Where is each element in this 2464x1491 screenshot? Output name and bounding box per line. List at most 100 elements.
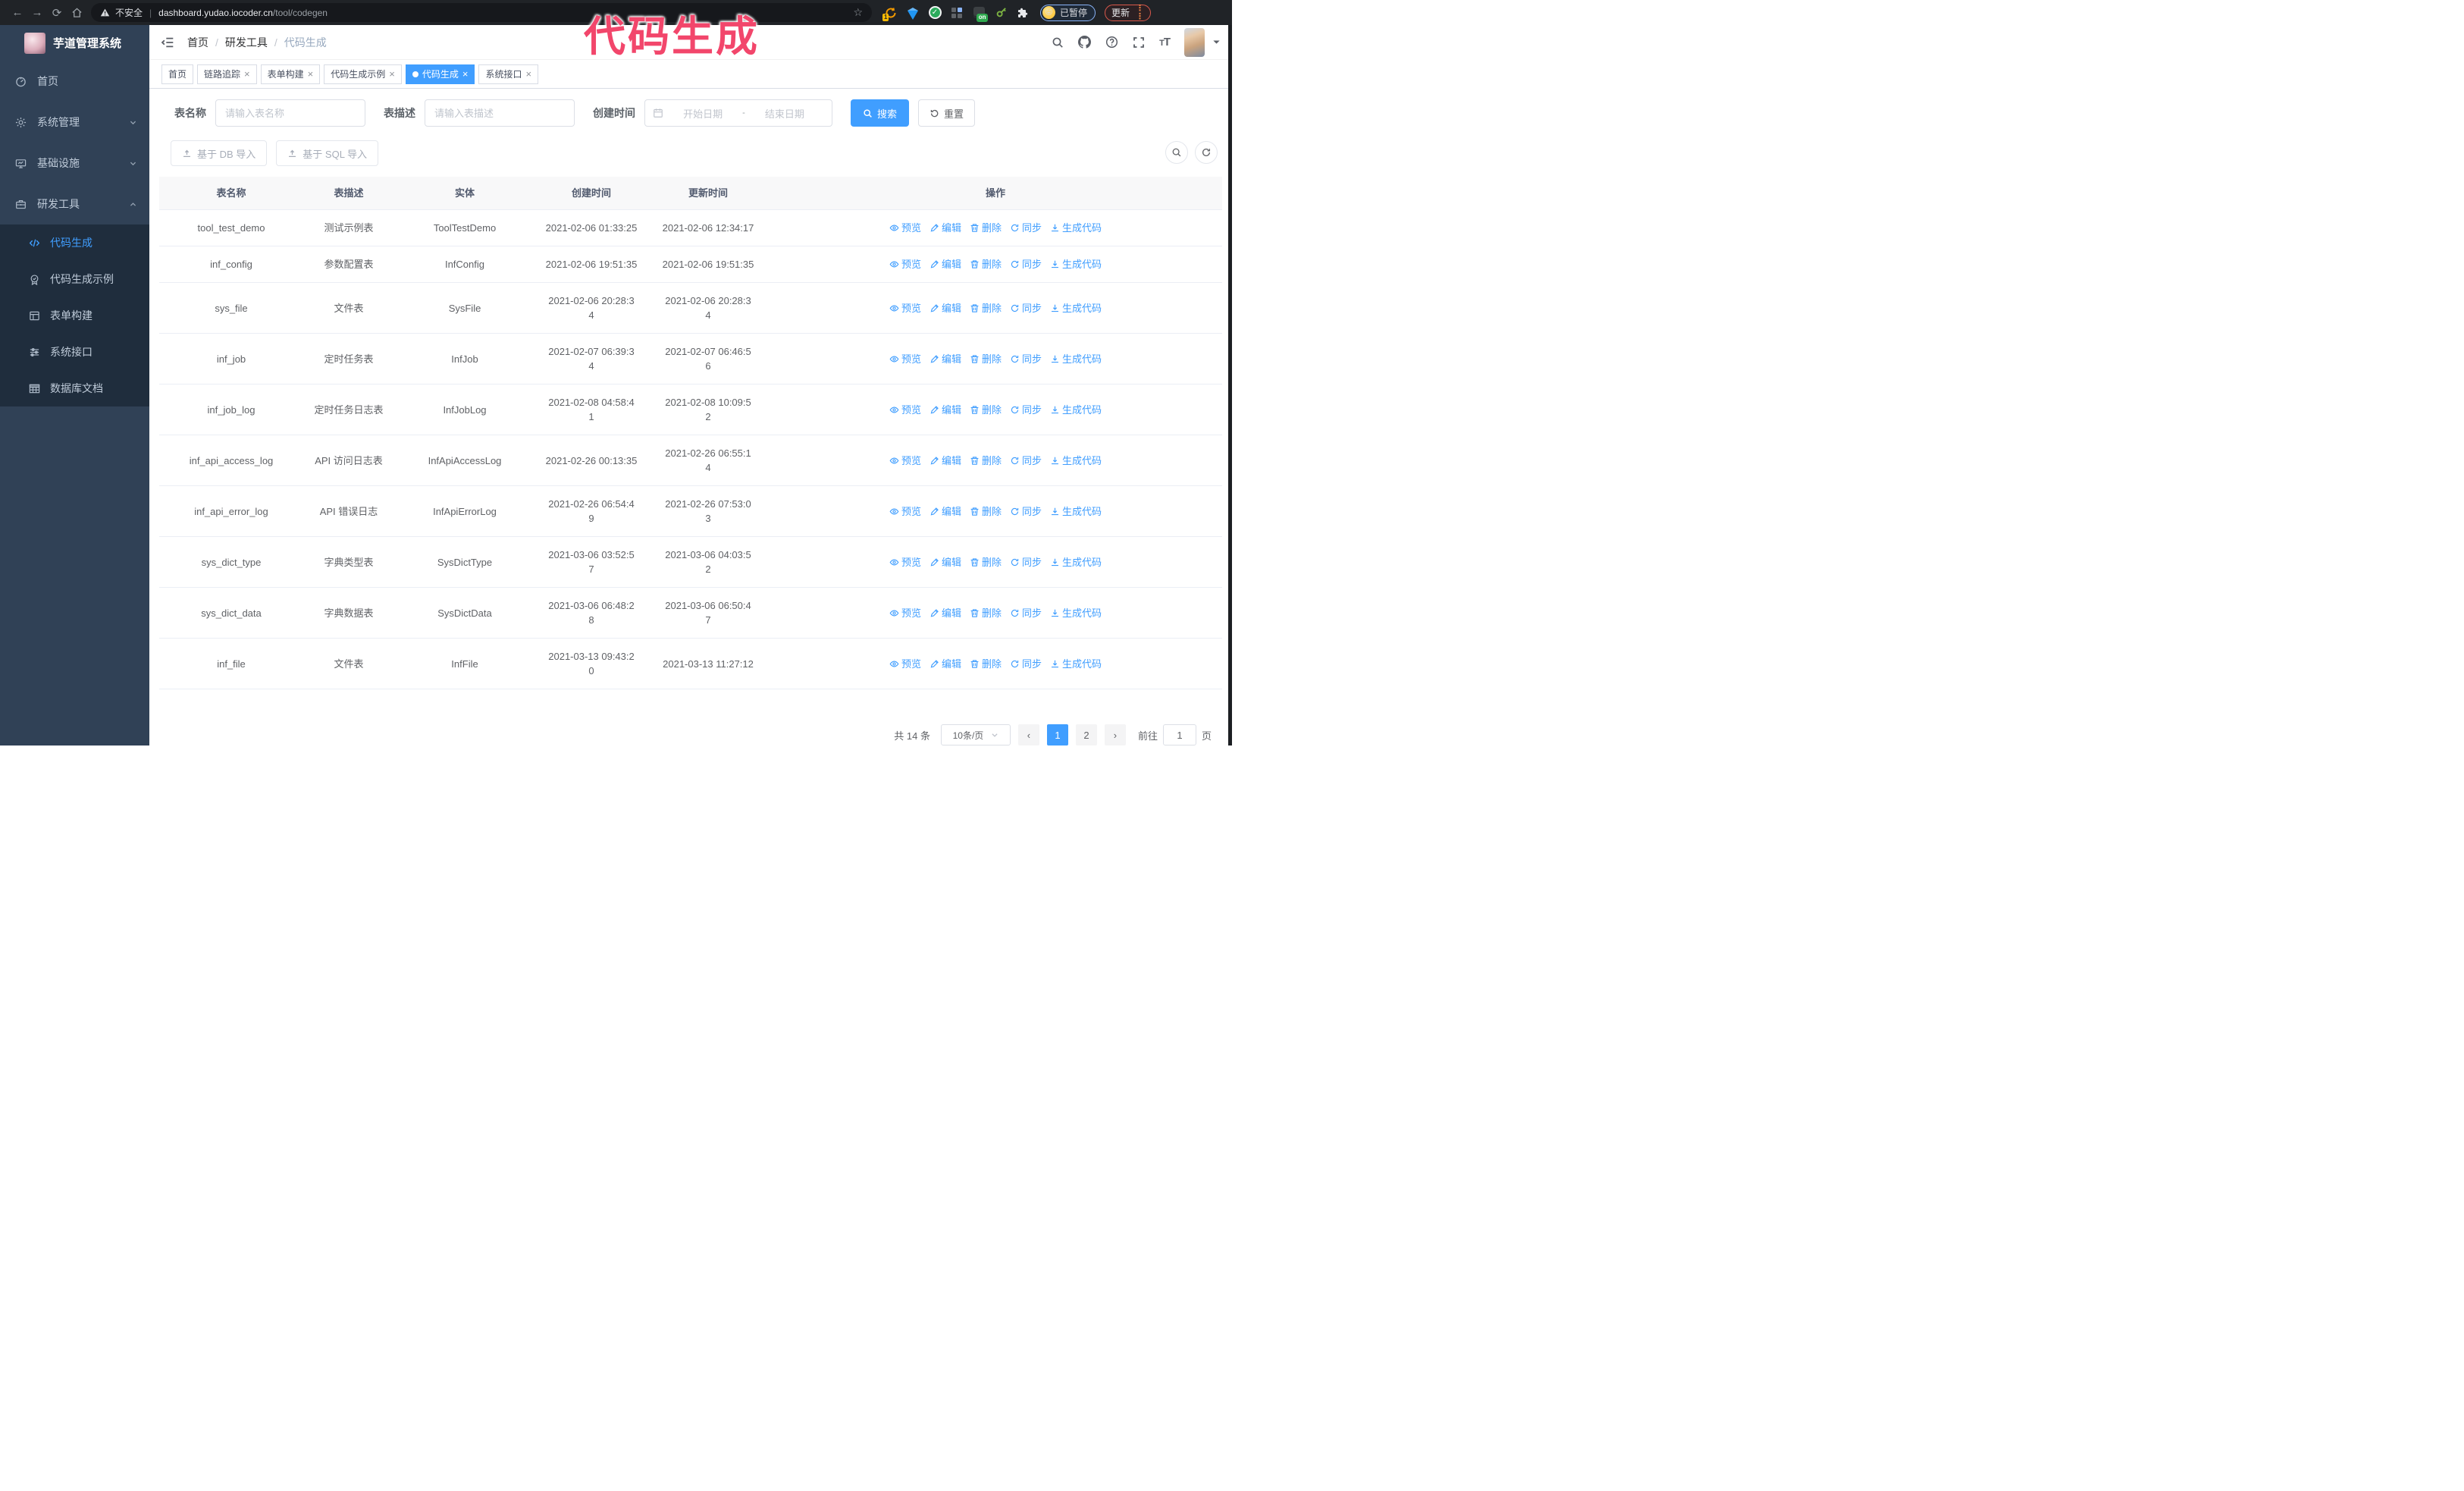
close-icon[interactable]: × [389,68,395,80]
sidebar-subitem[interactable]: 系统接口 [0,334,149,370]
action-eye[interactable]: 预览 [889,352,921,366]
action-edit[interactable]: 编辑 [929,257,961,272]
action-download[interactable]: 生成代码 [1050,403,1102,417]
action-sync[interactable]: 同步 [1010,454,1042,468]
action-eye[interactable]: 预览 [889,657,921,671]
action-edit[interactable]: 编辑 [929,504,961,519]
action-delete[interactable]: 删除 [970,504,1002,519]
tab[interactable]: 链路追踪 × [197,64,257,84]
action-delete[interactable]: 删除 [970,403,1002,417]
breadcrumb-item[interactable]: 首页 [187,36,208,49]
tab[interactable]: 代码生成 × [405,64,475,84]
breadcrumb-item[interactable]: 代码生成 [284,36,327,49]
github-icon[interactable] [1078,36,1092,49]
action-download[interactable]: 生成代码 [1050,301,1102,315]
page-button[interactable]: 2 [1075,724,1097,746]
search-button[interactable]: 搜索 [851,99,910,127]
extension-on-icon[interactable]: on [972,6,988,22]
tab[interactable]: 系统接口 × [478,64,539,84]
font-size-icon[interactable]: TT [1159,36,1171,49]
question-icon[interactable] [1105,36,1118,49]
end-date-placeholder[interactable]: 结束日期 [764,108,804,120]
action-sync[interactable]: 同步 [1010,403,1042,417]
action-eye[interactable]: 预览 [889,606,921,620]
action-sync[interactable]: 同步 [1010,301,1042,315]
action-download[interactable]: 生成代码 [1050,555,1102,570]
browser-menu-icon[interactable]: ⋮ ⋮ [1136,3,1145,21]
action-delete[interactable]: 删除 [970,454,1002,468]
sidebar-item[interactable]: 基础设施 [0,143,149,184]
extension-grid-icon[interactable] [950,6,964,20]
home-icon[interactable] [67,4,86,22]
import-db-button[interactable]: 基于 DB 导入 [171,140,268,166]
action-delete[interactable]: 删除 [970,606,1002,620]
action-sync[interactable]: 同步 [1010,657,1042,671]
close-icon[interactable]: × [307,68,314,80]
sidebar-subitem[interactable]: 表单构建 [0,297,149,334]
sidebar-subitem[interactable]: 数据库文档 [0,370,149,406]
action-delete[interactable]: 删除 [970,657,1002,671]
breadcrumb-item[interactable]: 研发工具 [224,36,268,49]
back-icon[interactable]: ← [11,6,24,19]
action-eye[interactable]: 预览 [889,454,921,468]
sidebar-subitem[interactable]: 代码生成 [0,224,149,261]
extension-key-icon[interactable] [994,6,1008,20]
import-sql-button[interactable]: 基于 SQL 导入 [276,140,379,166]
action-delete[interactable]: 删除 [970,301,1002,315]
profile-paused-chip[interactable]: 😜 已暂停 [1040,4,1096,21]
action-sync[interactable]: 同步 [1010,606,1042,620]
table-desc-input[interactable] [425,99,575,127]
date-range-picker[interactable]: 开始日期 - 结束日期 [644,99,832,127]
action-eye[interactable]: 预览 [889,257,921,272]
sidebar-item[interactable]: 系统管理 [0,102,149,143]
forward-icon[interactable]: → [31,6,43,19]
action-eye[interactable]: 预览 [889,301,921,315]
action-edit[interactable]: 编辑 [929,606,961,620]
action-sync[interactable]: 同步 [1010,504,1042,519]
app-logo[interactable]: 芋道管理系统 [0,25,149,61]
reset-button[interactable]: 重置 [918,99,976,127]
sidebar-item[interactable]: 研发工具 [0,184,149,224]
tab[interactable]: 代码生成示例 × [324,64,402,84]
action-edit[interactable]: 编辑 [929,221,961,235]
action-delete[interactable]: 删除 [970,352,1002,366]
action-download[interactable]: 生成代码 [1050,606,1102,620]
fullscreen-icon[interactable] [1133,36,1145,49]
action-eye[interactable]: 预览 [889,555,921,570]
toggle-search-button[interactable] [1165,141,1188,164]
action-sync[interactable]: 同步 [1010,555,1042,570]
action-delete[interactable]: 删除 [970,221,1002,235]
goto-page-input[interactable] [1162,724,1196,746]
search-icon[interactable] [1052,36,1064,49]
action-download[interactable]: 生成代码 [1050,257,1102,272]
extension-refresh-icon[interactable]: 1 [882,6,898,21]
address-bar[interactable]: 不安全 | dashboard.yudao.iocoder.cn/tool/co… [91,3,872,22]
table-name-input[interactable] [215,99,365,127]
action-eye[interactable]: 预览 [889,504,921,519]
action-sync[interactable]: 同步 [1010,352,1042,366]
action-edit[interactable]: 编辑 [929,403,961,417]
action-edit[interactable]: 编辑 [929,657,961,671]
action-download[interactable]: 生成代码 [1050,221,1102,235]
update-browser-button[interactable]: 更新 ⋮ ⋮ [1105,3,1152,21]
action-download[interactable]: 生成代码 [1050,454,1102,468]
action-edit[interactable]: 编辑 [929,301,961,315]
start-date-placeholder[interactable]: 开始日期 [683,108,723,120]
bookmark-star-icon[interactable]: ☆ [853,6,863,18]
action-eye[interactable]: 预览 [889,221,921,235]
page-button[interactable]: 1 [1046,724,1068,746]
action-delete[interactable]: 删除 [970,555,1002,570]
refresh-table-button[interactable] [1195,141,1218,164]
user-menu[interactable] [1184,27,1221,57]
tab[interactable]: 首页 [161,64,194,84]
action-download[interactable]: 生成代码 [1050,504,1102,519]
reload-icon[interactable]: ⟳ [52,6,62,20]
page-size-select[interactable]: 10条/页 [940,724,1011,746]
sidebar-subitem[interactable]: 代码生成示例 [0,261,149,297]
tab[interactable]: 表单构建 × [260,64,321,84]
action-sync[interactable]: 同步 [1010,257,1042,272]
extension-check-icon[interactable]: ✓ [928,6,942,20]
security-label[interactable]: 不安全 [115,8,143,18]
close-icon[interactable]: × [525,68,532,80]
action-download[interactable]: 生成代码 [1050,657,1102,671]
